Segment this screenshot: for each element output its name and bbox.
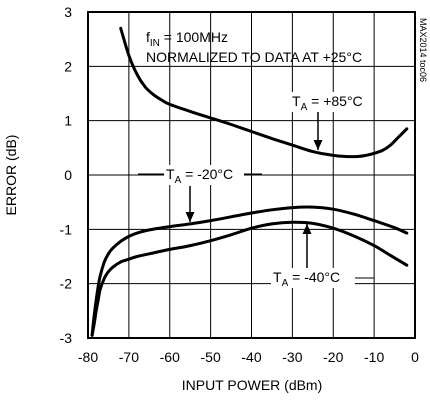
curve-plus85	[119, 26, 409, 159]
side-label: MAX2014 toc06	[418, 18, 428, 82]
normalized-annotation: NORMALIZED TO DATA AT +25°C	[146, 49, 362, 65]
ta-m20-arrow-head	[185, 212, 195, 222]
y-tick-label: -3	[60, 330, 73, 346]
ta-m20-label-bg	[164, 165, 244, 185]
curve-minus20	[90, 205, 409, 337]
x-tick-label: -60	[160, 349, 180, 365]
ta85-arrow-head	[313, 140, 323, 150]
x-axis-label: INPUT POWER (dBm)	[182, 377, 323, 393]
ta-m40-label-bg	[271, 268, 355, 288]
y-tick-label: -1	[60, 221, 73, 237]
x-tick-label: -80	[78, 349, 98, 365]
ta-m40-arrow-head	[302, 224, 312, 234]
y-tick-label: -2	[60, 276, 73, 292]
ta85-annotation: TA = +85°C	[292, 93, 363, 113]
fin-annotation: fIN = 100MHz	[146, 29, 228, 49]
x-tick-label: -10	[364, 349, 384, 365]
ta-m40-annotation: TA = -40°C	[273, 269, 340, 289]
y-axis-label: ERROR (dB)	[3, 135, 19, 216]
annotation-arrows	[138, 112, 374, 279]
series-group	[90, 26, 409, 337]
ta-m20-annotation: TA = -20°C	[166, 166, 233, 186]
x-tick-label: -30	[282, 349, 302, 365]
y-tick-label: 1	[64, 113, 72, 129]
y-tick-label: 2	[64, 58, 72, 74]
x-tick-label: -50	[201, 349, 221, 365]
ta85-label-bg	[290, 92, 370, 112]
x-tick-label: -20	[323, 349, 343, 365]
x-tick-label: -40	[241, 349, 261, 365]
x-tick-label: -70	[119, 349, 139, 365]
plot-frame	[87, 11, 416, 339]
x-tick-label: 0	[411, 349, 419, 365]
y-tick-label: 3	[64, 4, 72, 20]
tick-labels: -80 -70 -60 -50 -40 -30 -20 -10 0 3 2 1 0 -1 -2 -3	[60, 4, 420, 365]
curve-minus40	[90, 220, 409, 337]
y-tick-label: 0	[64, 167, 72, 183]
